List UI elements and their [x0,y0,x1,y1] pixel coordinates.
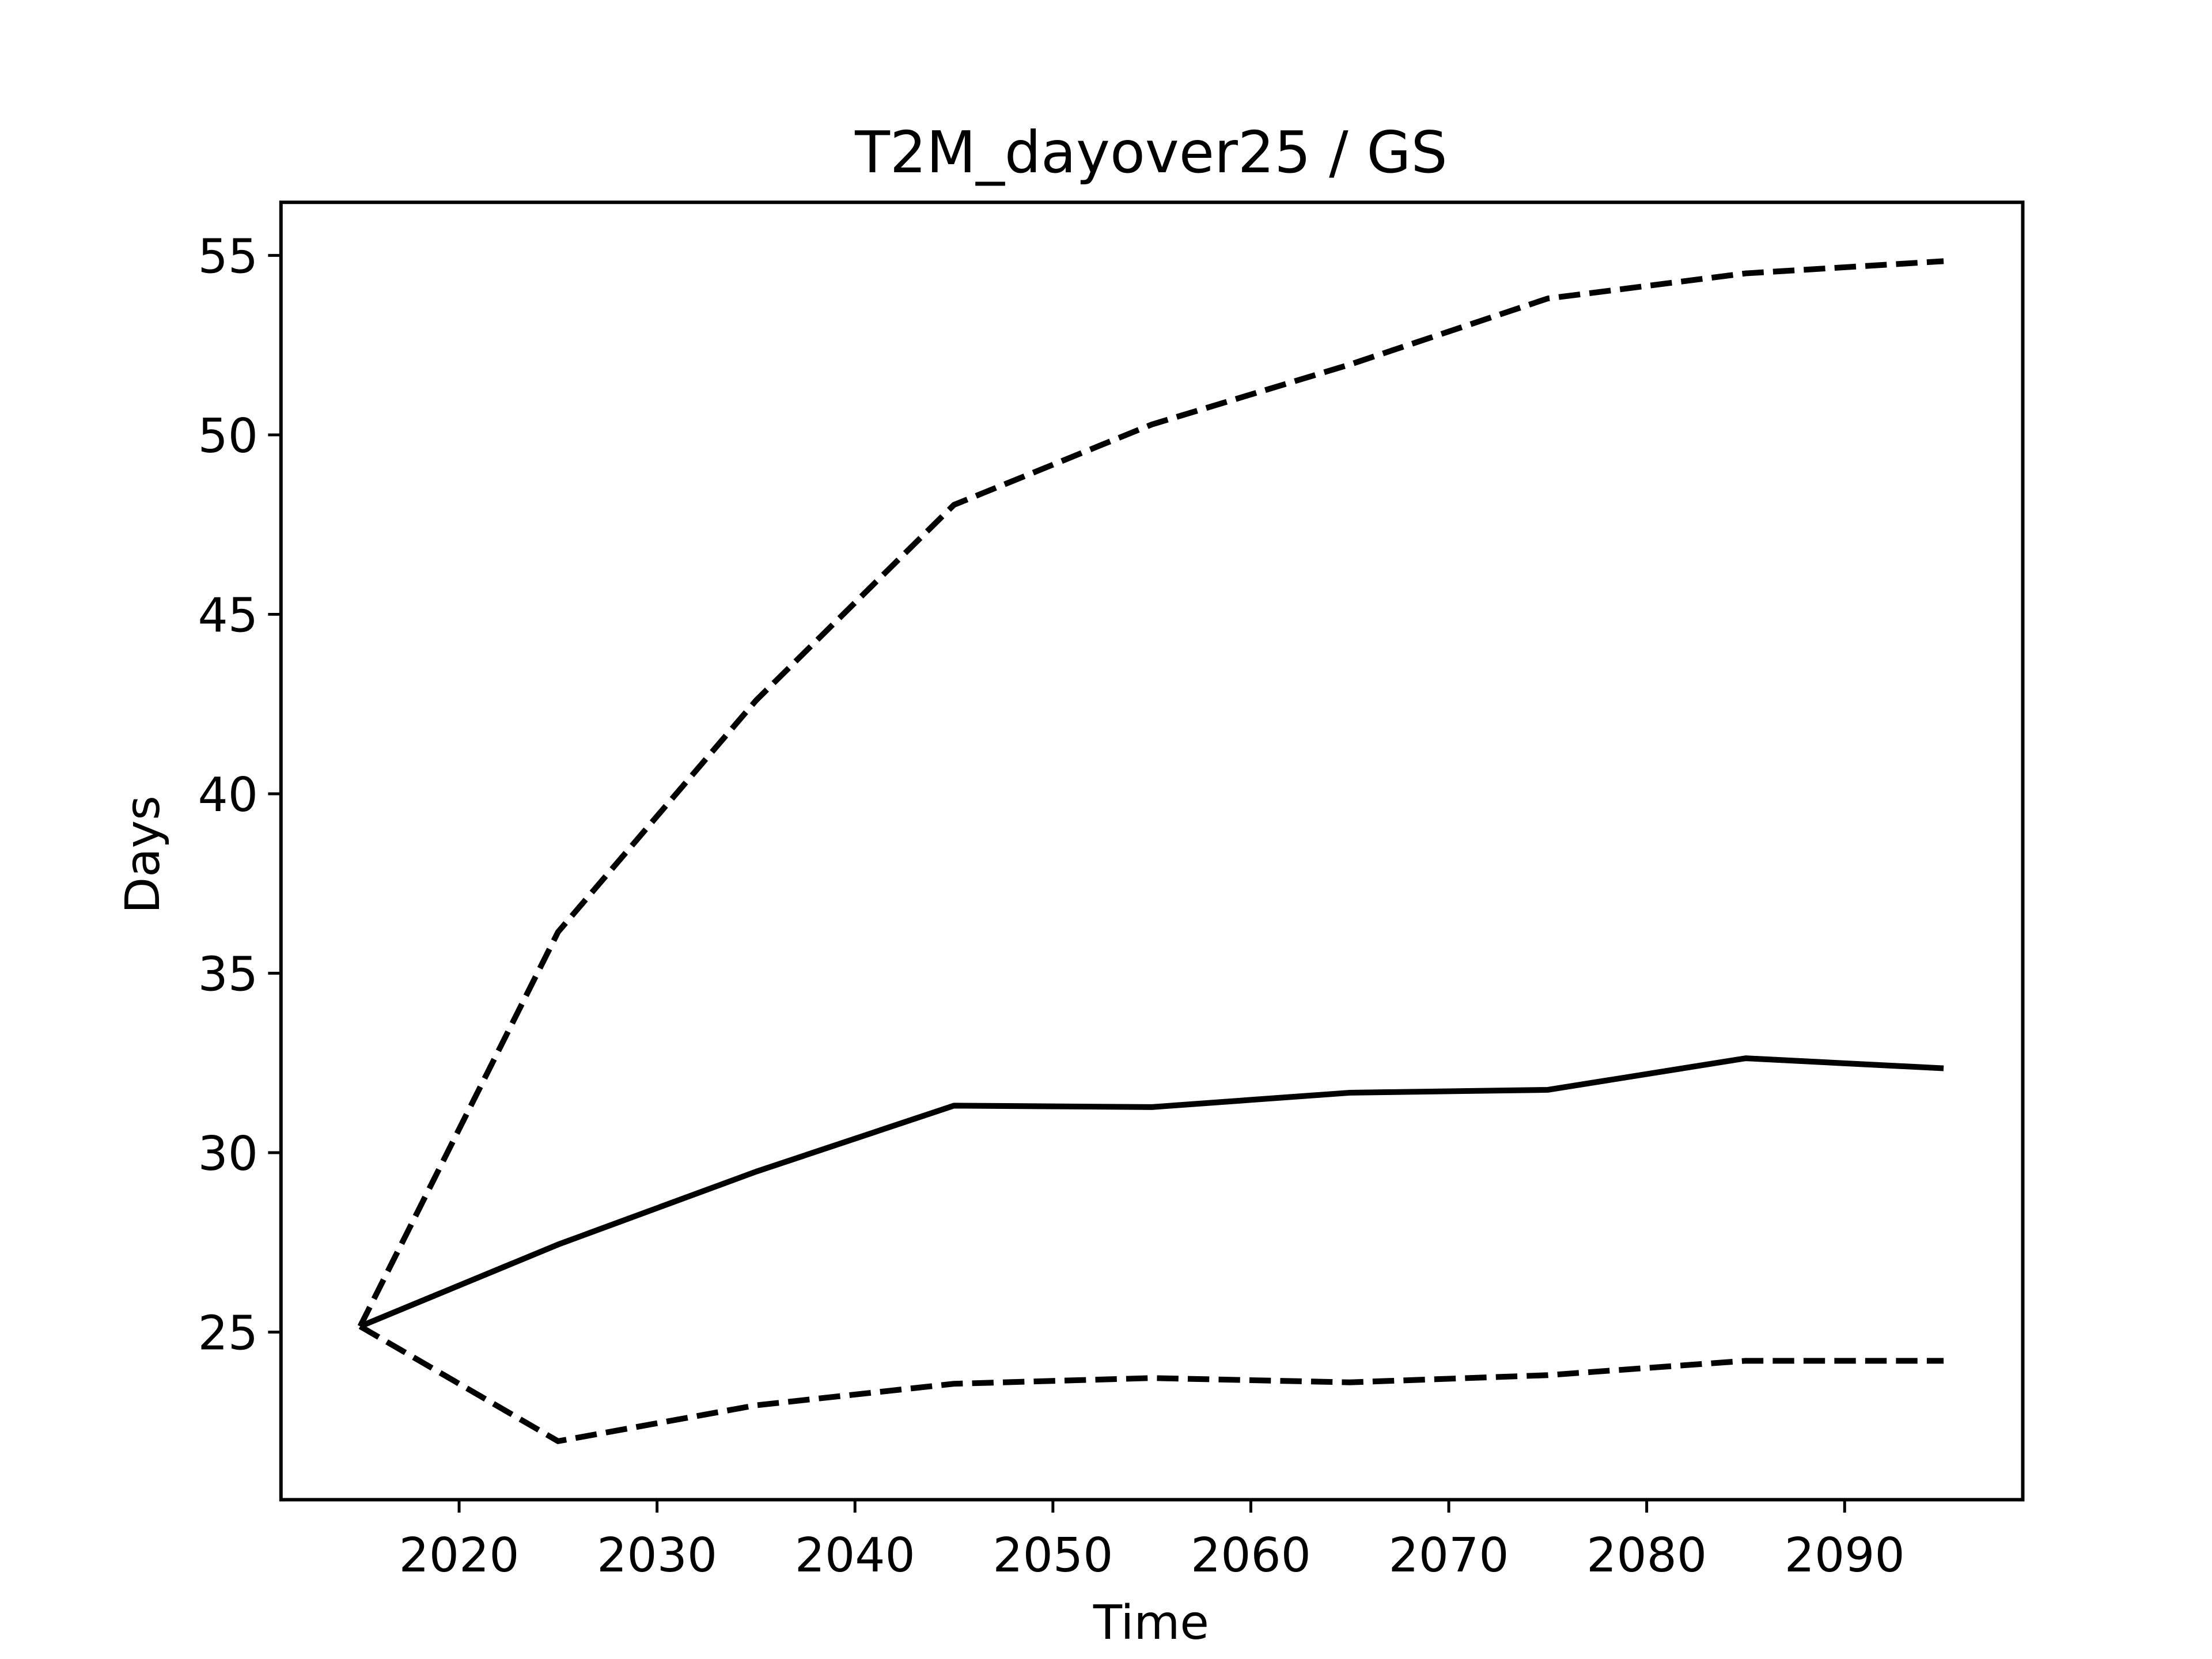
x-tick-label: 2090 [1785,1528,1905,1583]
x-tick-label: 2040 [795,1528,915,1583]
data-line [359,1055,1944,1330]
y-tick-label: 55 [198,229,257,284]
x-tick-label: 2050 [993,1528,1113,1583]
x-tick-label: 2070 [1389,1528,1509,1583]
y-tick-label: 45 [198,588,257,643]
data-line [357,258,1944,1328]
x-tick-label: 2060 [1191,1528,1311,1583]
chart-title: T2M_dayover25 / GS [854,120,1448,186]
x-tick-label: 2030 [597,1528,717,1583]
data-line [358,1324,1944,1444]
y-tick-label: 50 [198,409,257,464]
plot-frame [279,200,2025,1502]
y-axis-label: Days [116,796,171,914]
x-axis-label: Time [1093,1596,1209,1650]
y-tick-label: 35 [198,947,257,1002]
x-tick-label: 2020 [399,1528,520,1583]
y-tick-label: 30 [198,1127,257,1181]
x-tick-label: 2080 [1586,1528,1707,1583]
y-tick-label: 25 [198,1306,257,1361]
y-tick-label: 40 [198,768,257,823]
